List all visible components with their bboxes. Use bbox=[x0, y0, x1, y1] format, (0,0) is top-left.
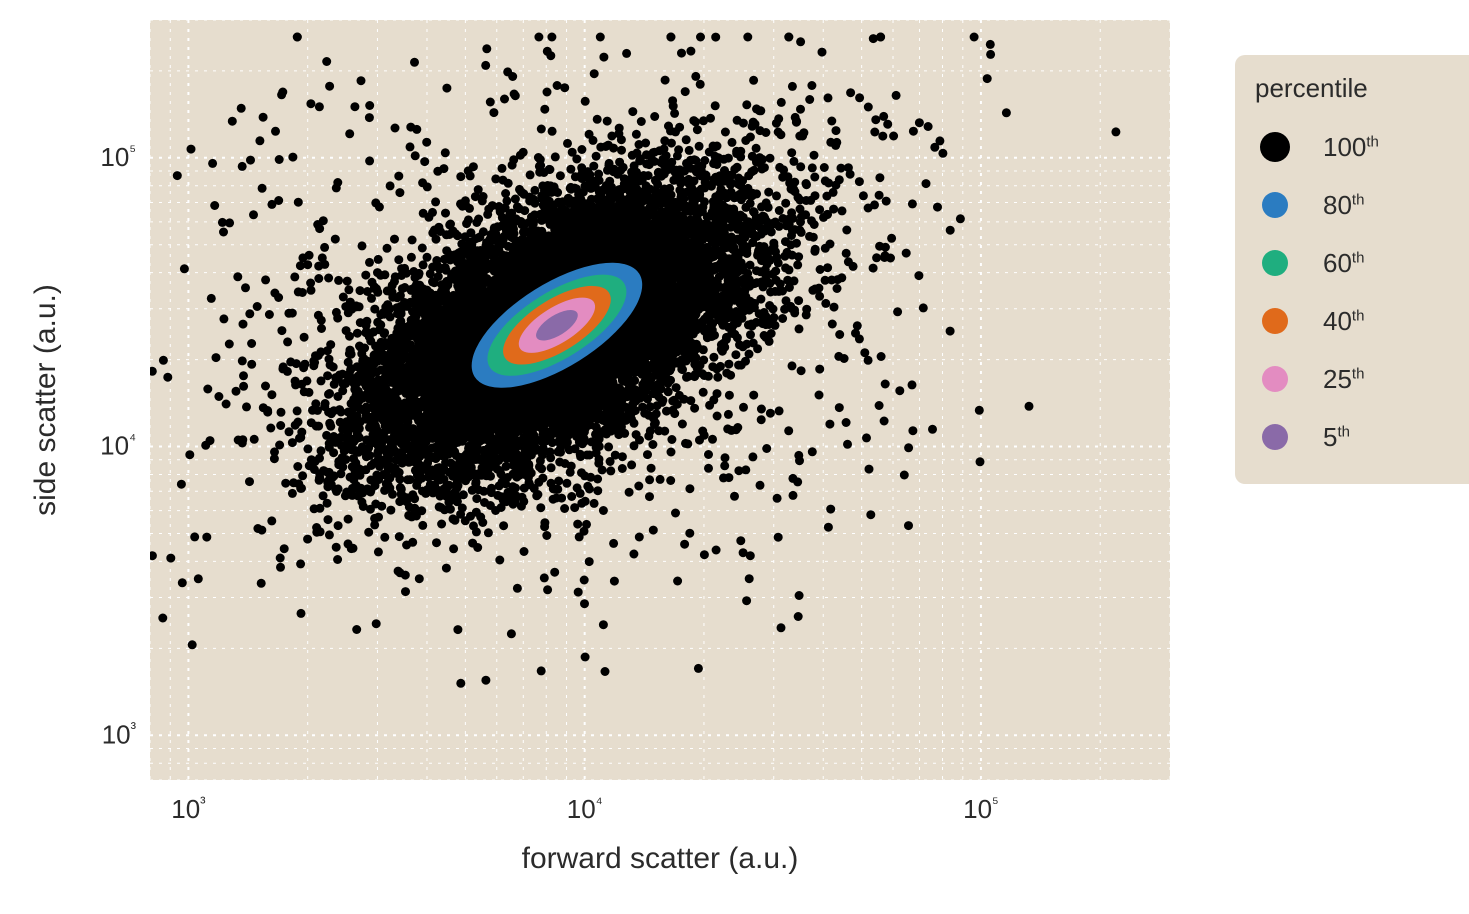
legend-label: 40th bbox=[1323, 306, 1364, 337]
legend-label: 60th bbox=[1323, 248, 1364, 279]
x-ticks: 10³10⁴10⁵ bbox=[171, 794, 998, 824]
legend-item: 5th bbox=[1255, 408, 1455, 466]
legend-label: 100th bbox=[1323, 132, 1379, 163]
legend-swatch bbox=[1255, 132, 1295, 162]
y-axis-label: side scatter (a.u.) bbox=[29, 284, 62, 516]
legend-swatch bbox=[1255, 192, 1295, 218]
legend-title: percentile bbox=[1255, 73, 1455, 104]
legend-label: 25th bbox=[1323, 364, 1364, 395]
legend-item: 80th bbox=[1255, 176, 1455, 234]
legend-item: 100th bbox=[1255, 118, 1455, 176]
y-ticks: 10³10⁴10⁵ bbox=[100, 142, 136, 750]
legend-swatch bbox=[1255, 424, 1295, 450]
legend-item: 40th bbox=[1255, 292, 1455, 350]
legend-item: 25th bbox=[1255, 350, 1455, 408]
legend-swatch bbox=[1255, 308, 1295, 334]
legend-label: 80th bbox=[1323, 190, 1364, 221]
legend-swatch bbox=[1255, 366, 1295, 392]
legend: percentile 100th 80th 60th 40th 25th 5th bbox=[1235, 55, 1469, 484]
legend-item: 60th bbox=[1255, 234, 1455, 292]
x-axis-label: forward scatter (a.u.) bbox=[522, 842, 799, 875]
legend-label: 5th bbox=[1323, 422, 1350, 453]
legend-swatch bbox=[1255, 250, 1295, 276]
chart-container: { "chart": { "type": "scatter", "figure_… bbox=[0, 0, 1469, 914]
